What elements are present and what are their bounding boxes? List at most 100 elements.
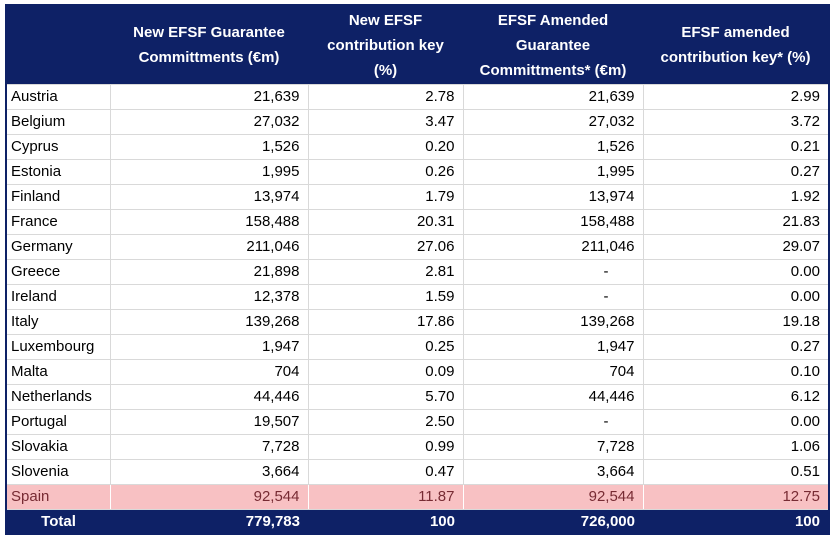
amended-contribution-key-cell: 0.00 [642,259,830,285]
new-contribution-key-cell: 0.09 [307,359,464,385]
amended-contribution-key-cell: 0.21 [642,134,830,160]
amended-contribution-key-cell: 19.18 [642,309,830,335]
new-guarantee-cell: 92,544 [109,484,309,510]
total-new-contribution-key: 100 [308,509,463,534]
total-new-guarantee: 779,783 [110,509,308,534]
country-cell: Italy [5,309,111,335]
new-contribution-key-cell: 2.78 [307,84,464,110]
country-cell: Slovenia [5,459,111,485]
amended-contribution-key-cell: 0.00 [642,284,830,310]
column-header-country [6,5,110,85]
new-contribution-key-cell: 5.70 [307,384,464,410]
amended-guarantee-cell: 1,995 [462,159,644,185]
country-cell: Greece [5,259,111,285]
table-row: Spain 92,544 11.87 92,544 12.75 [5,484,830,510]
new-guarantee-cell: 27,032 [109,109,309,135]
table-row: Finland 13,974 1.79 13,974 1.92 [5,184,830,210]
country-cell: Slovakia [5,434,111,460]
amended-guarantee-cell: - [462,259,644,285]
amended-guarantee-cell: 139,268 [462,309,644,335]
table-row: Estonia 1,995 0.26 1,995 0.27 [5,159,830,185]
new-contribution-key-cell: 3.47 [307,109,464,135]
new-guarantee-cell: 1,995 [109,159,309,185]
country-cell: Netherlands [5,384,111,410]
amended-guarantee-cell: - [462,284,644,310]
country-cell: Portugal [5,409,111,435]
amended-guarantee-cell: 1,526 [462,134,644,160]
amended-guarantee-cell: - [462,409,644,435]
country-cell: Cyprus [5,134,111,160]
new-contribution-key-cell: 2.81 [307,259,464,285]
new-guarantee-cell: 211,046 [109,234,309,260]
new-contribution-key-cell: 2.50 [307,409,464,435]
country-cell: Germany [5,234,111,260]
new-contribution-key-cell: 0.25 [307,334,464,360]
new-guarantee-cell: 158,488 [109,209,309,235]
table-row: Germany 211,046 27.06 211,046 29.07 [5,234,830,260]
amended-guarantee-cell: 21,639 [462,84,644,110]
new-guarantee-cell: 1,526 [109,134,309,160]
new-contribution-key-cell: 17.86 [307,309,464,335]
table-header: New EFSF Guarantee Committments (€m) New… [6,5,829,85]
table-row: Austria 21,639 2.78 21,639 2.99 [5,84,830,110]
amended-guarantee-cell: 7,728 [462,434,644,460]
column-header-new-guarantee: New EFSF Guarantee Committments (€m) [110,5,308,85]
total-amended-contribution-key: 100 [643,509,829,534]
amended-contribution-key-cell: 0.27 [642,159,830,185]
table-row: Slovakia 7,728 0.99 7,728 1.06 [5,434,830,460]
amended-guarantee-cell: 92,544 [462,484,644,510]
new-guarantee-cell: 7,728 [109,434,309,460]
new-contribution-key-cell: 0.99 [307,434,464,460]
country-cell: Estonia [5,159,111,185]
column-header-new-contribution-key: New EFSF contribution key (%) [308,5,463,85]
column-header-amended-guarantee: EFSF Amended Guarantee Committments* (€m… [463,5,643,85]
amended-contribution-key-cell: 3.72 [642,109,830,135]
table-row: France 158,488 20.31 158,488 21.83 [5,209,830,235]
amended-contribution-key-cell: 0.27 [642,334,830,360]
amended-contribution-key-cell: 29.07 [642,234,830,260]
table-row: Slovenia 3,664 0.47 3,664 0.51 [5,459,830,485]
amended-contribution-key-cell: 21.83 [642,209,830,235]
amended-contribution-key-cell: 0.10 [642,359,830,385]
amended-contribution-key-cell: 6.12 [642,384,830,410]
country-cell: Malta [5,359,111,385]
table-row: Netherlands 44,446 5.70 44,446 6.12 [5,384,830,410]
total-label: Total [6,509,110,534]
new-guarantee-cell: 704 [109,359,309,385]
efsf-guarantee-table: New EFSF Guarantee Committments (€m) New… [5,4,830,535]
country-cell: France [5,209,111,235]
new-guarantee-cell: 19,507 [109,409,309,435]
country-cell: Belgium [5,109,111,135]
header-row: New EFSF Guarantee Committments (€m) New… [6,5,829,85]
amended-guarantee-cell: 44,446 [462,384,644,410]
new-guarantee-cell: 1,947 [109,334,309,360]
amended-contribution-key-cell: 1.92 [642,184,830,210]
column-header-amended-contribution-key: EFSF amended contribution key* (%) [643,5,829,85]
new-guarantee-cell: 13,974 [109,184,309,210]
amended-contribution-key-cell: 0.00 [642,409,830,435]
new-guarantee-cell: 21,639 [109,84,309,110]
total-row: Total 779,783 100 726,000 100 [6,509,829,534]
new-contribution-key-cell: 0.47 [307,459,464,485]
new-contribution-key-cell: 1.59 [307,284,464,310]
table-row: Cyprus 1,526 0.20 1,526 0.21 [5,134,830,160]
new-contribution-key-cell: 27.06 [307,234,464,260]
table-row: Greece 21,898 2.81 - 0.00 [5,259,830,285]
amended-guarantee-cell: 27,032 [462,109,644,135]
table-row: Ireland 12,378 1.59 - 0.00 [5,284,830,310]
new-contribution-key-cell: 20.31 [307,209,464,235]
country-cell: Austria [5,84,111,110]
new-guarantee-cell: 3,664 [109,459,309,485]
new-guarantee-cell: 44,446 [109,384,309,410]
amended-guarantee-cell: 1,947 [462,334,644,360]
new-contribution-key-cell: 0.26 [307,159,464,185]
table-row: Luxembourg 1,947 0.25 1,947 0.27 [5,334,830,360]
table-row: Portugal 19,507 2.50 - 0.00 [5,409,830,435]
new-contribution-key-cell: 1.79 [307,184,464,210]
country-cell: Luxembourg [5,334,111,360]
amended-guarantee-cell: 158,488 [462,209,644,235]
table-row: Belgium 27,032 3.47 27,032 3.72 [5,109,830,135]
table-footer: Total 779,783 100 726,000 100 [6,509,829,534]
new-guarantee-cell: 12,378 [109,284,309,310]
